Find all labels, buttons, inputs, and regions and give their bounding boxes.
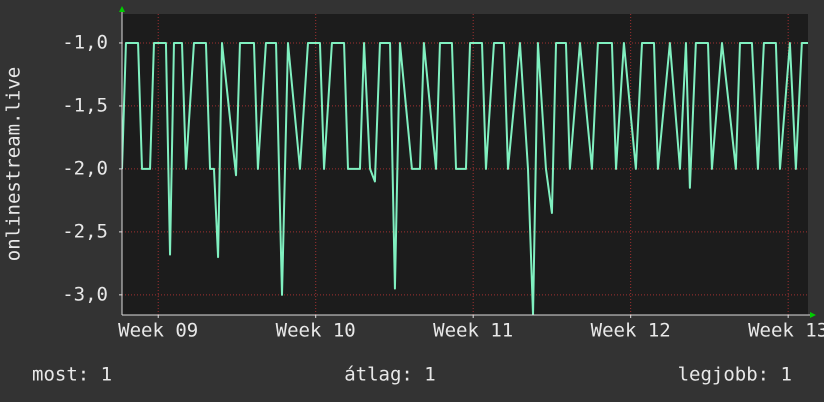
x-tick-label: Week 10: [276, 320, 356, 342]
x-tick-label: Week 12: [591, 320, 671, 342]
axes: -1,0 -1,5 -2,0 -2,5 -3,0 Week 09 Week 10 Week 1…: [62, 31, 824, 341]
y-axis-label: onlinestream.live: [3, 67, 25, 261]
footer-average: átlag: 1: [344, 364, 436, 386]
y-tick-label: -1,5: [62, 94, 108, 116]
y-tick-label: -2,0: [62, 157, 108, 179]
y-tick-label: -3,0: [62, 283, 108, 305]
x-tick-label: Week 13: [748, 320, 824, 342]
footer-max: legjobb: 1: [678, 364, 792, 386]
x-tick-label: Week 11: [433, 320, 513, 342]
x-axis-arrow: [810, 312, 816, 318]
plot: [122, 41, 808, 315]
plot-area: [122, 14, 808, 315]
footer-current: most: 1: [32, 364, 112, 386]
y-axis-arrow: [119, 6, 125, 12]
line: [122, 41, 808, 315]
y-tick-label: -1,0: [62, 31, 108, 53]
y-tick-label: -2,5: [62, 220, 108, 242]
x-tick-label: Week 09: [118, 320, 198, 342]
